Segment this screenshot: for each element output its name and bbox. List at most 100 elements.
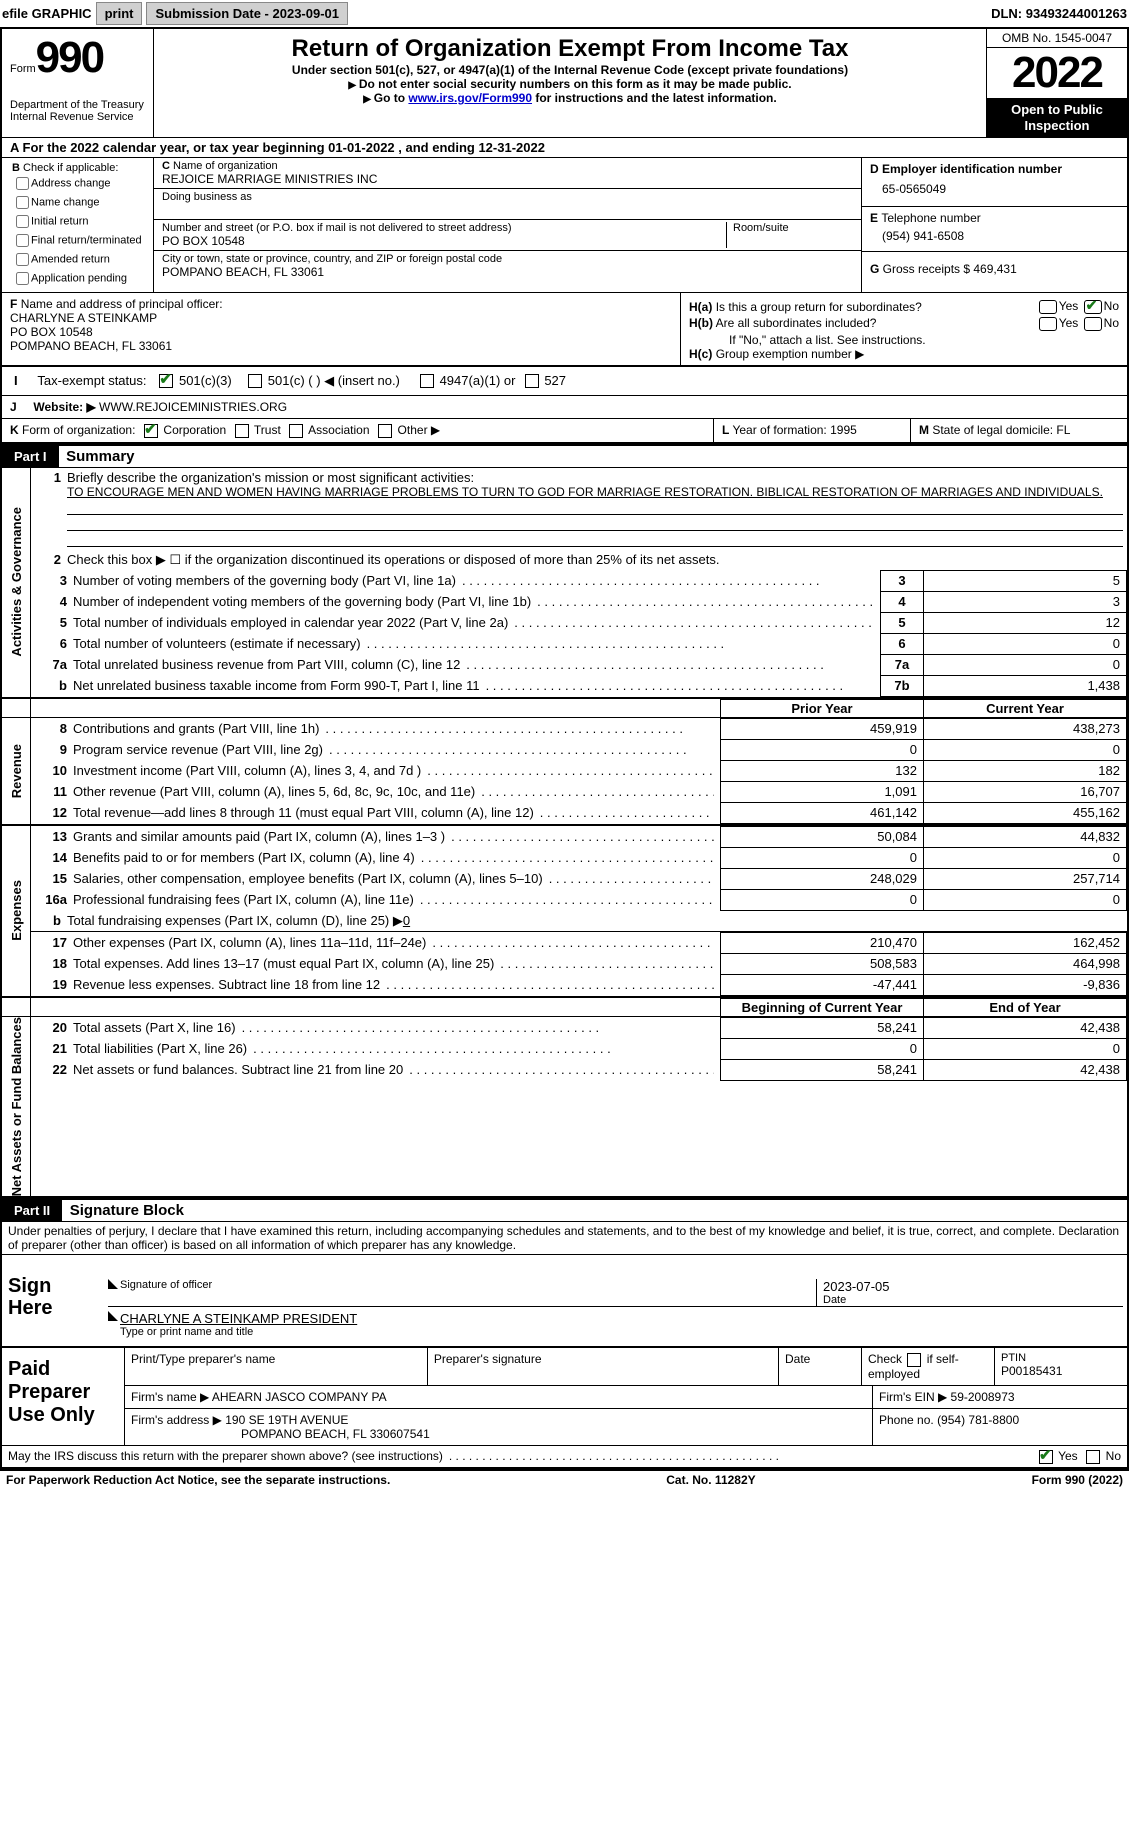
chk-4947[interactable] (420, 374, 434, 388)
header-center: Return of Organization Exempt From Incom… (154, 29, 987, 137)
subtitle-3: Go to www.irs.gov/Form990 for instructio… (162, 91, 978, 105)
mission-text: TO ENCOURAGE MEN AND WOMEN HAVING MARRIA… (67, 485, 1123, 499)
tax-year: 2022 (987, 48, 1127, 98)
corner-icon (108, 1311, 118, 1321)
efile-label: efile GRAPHIC (2, 6, 92, 21)
vtab-activities: Activities & Governance (2, 468, 31, 697)
ha-yes-no[interactable]: Yes No (1037, 299, 1119, 314)
corner-icon (108, 1279, 118, 1289)
irs: Internal Revenue Service (10, 111, 145, 123)
chk-address-change[interactable]: Address change (12, 174, 147, 193)
submission-date-box: Submission Date - 2023-09-01 (146, 2, 348, 25)
chk-corporation[interactable] (144, 424, 158, 438)
chk-trust[interactable] (235, 424, 249, 438)
form990-link[interactable]: www.irs.gov/Form990 (408, 91, 532, 105)
chk-initial-return[interactable]: Initial return (12, 212, 147, 231)
cat-no: Cat. No. 11282Y (666, 1473, 755, 1487)
firm-addr1: 190 SE 19TH AVENUE (225, 1413, 348, 1427)
paid-preparer-row: Paid Preparer Use Only Print/Type prepar… (2, 1348, 1127, 1446)
section-revenue: Revenue 8Contributions and grants (Part … (2, 718, 1127, 826)
state-domicile: FL (1056, 423, 1070, 437)
may-irs-discuss: May the IRS discuss this return with the… (2, 1446, 1127, 1469)
table-net-assets: 20Total assets (Part X, line 16)58,24142… (31, 1017, 1127, 1081)
vtab-revenue: Revenue (2, 718, 31, 824)
city-state-zip: POMPANO BEACH, FL 33061 (162, 265, 853, 279)
part2-header: Part II Signature Block (2, 1198, 1127, 1222)
chk-name-change[interactable]: Name change (12, 193, 147, 212)
chk-501c[interactable] (248, 374, 262, 388)
table-revenue: 8Contributions and grants (Part VIII, li… (31, 718, 1127, 824)
firm-phone: (954) 781-8800 (937, 1413, 1019, 1427)
vtab-netassets: Net Assets or Fund Balances (2, 1017, 31, 1196)
footer: For Paperwork Reduction Act Notice, see … (0, 1471, 1129, 1489)
chk-final-return[interactable]: Final return/terminated (12, 231, 147, 250)
row-i-tax-exempt: I Tax-exempt status: 501(c)(3) 501(c) ( … (2, 366, 1127, 396)
section-pycy-header: Prior Year Current Year (2, 699, 1127, 718)
vtab-expenses: Expenses (2, 826, 31, 996)
row-a-tax-year: A For the 2022 calendar year, or tax yea… (2, 138, 1127, 158)
chk-other[interactable] (378, 424, 392, 438)
print-button[interactable]: print (96, 2, 143, 25)
col-de: D Employer identification number 65-0565… (862, 158, 1127, 292)
paid-preparer-label: Paid Preparer Use Only (2, 1348, 125, 1445)
ein: 65-0565049 (870, 176, 1119, 202)
form-version: Form 990 (2022) (1032, 1473, 1123, 1487)
telephone: (954) 941-6508 (870, 225, 1119, 247)
firm-ein: 59-2008973 (951, 1390, 1015, 1404)
section-expenses: Expenses 13Grants and similar amounts pa… (2, 826, 1127, 998)
sign-date: 2023-07-05 (823, 1279, 1123, 1294)
table-expenses-2: 17Other expenses (Part IX, column (A), l… (31, 932, 1127, 996)
col-c-name-address: C Name of organization REJOICE MARRIAGE … (154, 158, 862, 292)
subtitle-2: Do not enter social security numbers on … (162, 77, 978, 91)
chk-amended-return[interactable]: Amended return (12, 250, 147, 269)
chk-app-pending[interactable]: Application pending (12, 269, 147, 288)
form-title: Return of Organization Exempt From Incom… (162, 35, 978, 63)
chk-self-employed[interactable] (907, 1353, 921, 1367)
paperwork-notice: For Paperwork Reduction Act Notice, see … (6, 1473, 390, 1487)
street-address: PO BOX 10548 (162, 234, 726, 248)
year-formation: 1995 (830, 423, 857, 437)
section-bcey-header: Beginning of Current Year End of Year (2, 998, 1127, 1017)
row-f-h: F Name and address of principal officer:… (2, 293, 1127, 366)
section-net-assets: Net Assets or Fund Balances 20Total asse… (2, 1017, 1127, 1198)
chk-association[interactable] (289, 424, 303, 438)
form-container: Form990 Department of the Treasury Inter… (0, 27, 1129, 1471)
header-row: Form990 Department of the Treasury Inter… (2, 29, 1127, 138)
chk-527[interactable] (525, 374, 539, 388)
dba-value (162, 203, 853, 217)
may-no[interactable] (1086, 1450, 1100, 1464)
top-bar: efile GRAPHIC print Submission Date - 20… (0, 0, 1129, 27)
may-yes[interactable] (1039, 1450, 1053, 1464)
sign-here-label: Sign Here (2, 1255, 104, 1346)
website-url: WWW.REJOICEMINISTRIES.ORG (99, 400, 287, 414)
dln: DLN: 93493244001263 (991, 6, 1127, 21)
section-activities-governance: Activities & Governance 1 Briefly descri… (2, 468, 1127, 699)
omb-number: OMB No. 1545-0047 (987, 29, 1127, 48)
declaration-text: Under penalties of perjury, I declare th… (2, 1222, 1127, 1255)
part1-header: Part I Summary (2, 444, 1127, 468)
officer-name: CHARLYNE A STEINKAMP PRESIDENT (120, 1311, 1123, 1326)
firm-addr2: POMPANO BEACH, FL 330607541 (131, 1427, 430, 1441)
f-principal-officer: F Name and address of principal officer:… (2, 293, 681, 365)
firm-name: AHEARN JASCO COMPANY PA (212, 1390, 387, 1404)
table-lines-3-7: 3Number of voting members of the governi… (31, 570, 1127, 697)
col-b-checkboxes: B Check if applicable: Address change Na… (2, 158, 154, 292)
gross-receipts: 469,431 (973, 262, 1016, 276)
subtitle-1: Under section 501(c), 527, or 4947(a)(1)… (162, 63, 978, 77)
table-expenses-1: 13Grants and similar amounts paid (Part … (31, 826, 1127, 911)
row-klm: K Form of organization: Corporation Trus… (2, 419, 1127, 444)
hb-yes-no[interactable]: Yes No (1037, 316, 1119, 331)
chk-501c3[interactable] (159, 374, 173, 388)
h-group-return: H(a) Is this a group return for subordin… (681, 293, 1127, 365)
sign-here-row: Sign Here Signature of officer 2023-07-0… (2, 1255, 1127, 1348)
org-name: REJOICE MARRIAGE MINISTRIES INC (162, 172, 853, 186)
header-right: OMB No. 1545-0047 2022 Open to Public In… (987, 29, 1127, 137)
header-left: Form990 Department of the Treasury Inter… (2, 29, 154, 137)
entity-block: B Check if applicable: Address change Na… (2, 158, 1127, 293)
ptin: P00185431 (1001, 1364, 1121, 1378)
room-suite: Room/suite (726, 222, 853, 248)
open-to-public: Open to Public Inspection (987, 98, 1127, 137)
fundraising-exp: 0 (403, 913, 410, 928)
row-j-website: J Website: ▶ WWW.REJOICEMINISTRIES.ORG (2, 396, 1127, 419)
dept-treasury: Department of the Treasury (10, 99, 145, 111)
